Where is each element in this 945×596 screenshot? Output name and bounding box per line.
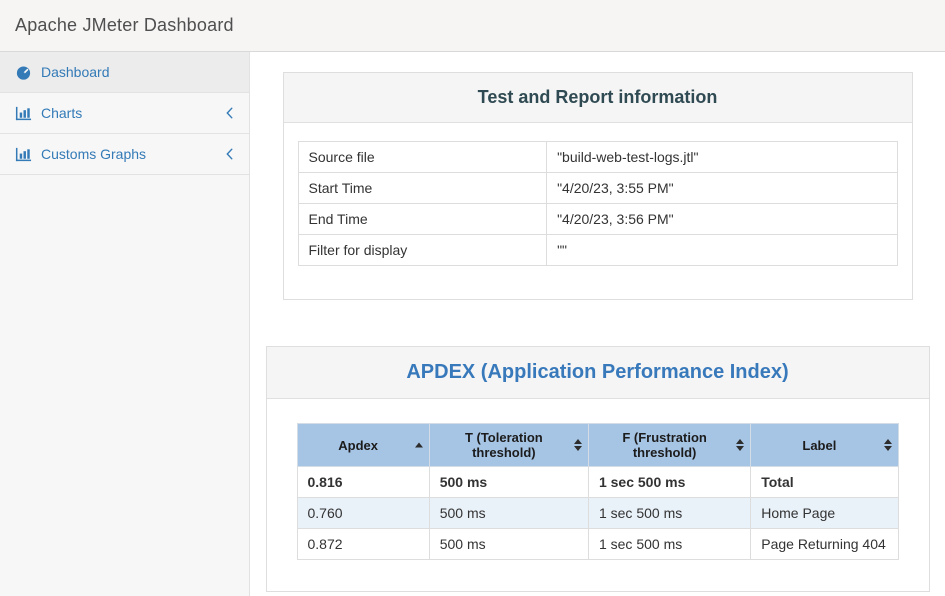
table-row: Filter for display "" <box>297 234 898 266</box>
info-row-value: "" <box>546 234 898 266</box>
apdex-table: Apdex T (Toleration threshold) F (Frustr… <box>296 423 899 560</box>
table-row: Start Time "4/20/23, 3:55 PM" <box>297 172 898 204</box>
table-row: Source file "build-web-test-logs.jtl" <box>297 141 898 173</box>
toleration-value: 500 ms <box>428 528 589 560</box>
info-row-label: Start Time <box>297 172 548 204</box>
toleration-value: 500 ms <box>428 497 589 529</box>
table-row: 0.872 500 ms 1 sec 500 ms Page Returning… <box>296 528 899 560</box>
topbar: Apache JMeter Dashboard <box>0 0 945 52</box>
panel-header: Test and Report information <box>283 73 912 123</box>
label-value: Page Returning 404 <box>750 528 899 560</box>
bar-chart-icon <box>15 105 35 122</box>
dashboard-gauge-icon <box>15 64 35 81</box>
info-row-label: Source file <box>297 141 548 173</box>
apdex-panel: APDEX (Application Performance Index) Ap… <box>265 346 930 592</box>
info-row-label: End Time <box>297 203 548 235</box>
sort-ascending-icon <box>414 442 423 448</box>
sidebar-item-dashboard[interactable]: Dashboard <box>0 52 249 93</box>
main-content: Test and Report information Source file … <box>250 52 945 596</box>
table-row: 0.816 500 ms 1 sec 500 ms Total <box>296 466 899 498</box>
chevron-left-icon <box>225 148 234 160</box>
table-row: End Time "4/20/23, 3:56 PM" <box>297 203 898 235</box>
frustration-value: 1 sec 500 ms <box>587 528 752 560</box>
panel-title: APDEX (Application Performance Index) <box>406 361 789 383</box>
info-row-value: "build-web-test-logs.jtl" <box>546 141 898 173</box>
apdex-value: 0.760 <box>296 497 430 529</box>
sidebar-item-charts[interactable]: Charts <box>0 93 249 134</box>
column-header-toleration[interactable]: T (Toleration threshold) <box>428 423 589 467</box>
column-header-frustration[interactable]: F (Frustration threshold) <box>587 423 752 467</box>
test-report-info-panel: Test and Report information Source file … <box>282 72 913 300</box>
sort-both-icon <box>736 439 745 451</box>
test-report-info-table: Source file "build-web-test-logs.jtl" St… <box>297 141 898 266</box>
info-row-value: "4/20/23, 3:56 PM" <box>546 203 898 235</box>
sidebar-item-label: Charts <box>41 105 83 121</box>
label-value: Total <box>750 466 899 498</box>
sort-both-icon <box>883 439 892 451</box>
panel-title: Test and Report information <box>477 87 718 107</box>
info-row-value: "4/20/23, 3:55 PM" <box>546 172 898 204</box>
apdex-value: 0.872 <box>296 528 430 560</box>
frustration-value: 1 sec 500 ms <box>587 497 752 529</box>
sidebar-item-label: Dashboard <box>41 64 110 80</box>
column-header-apdex[interactable]: Apdex <box>296 423 430 467</box>
table-row: 0.760 500 ms 1 sec 500 ms Home Page <box>296 497 899 529</box>
app-title: Apache JMeter Dashboard <box>15 15 234 35</box>
toleration-value: 500 ms <box>428 466 589 498</box>
panel-body: Source file "build-web-test-logs.jtl" St… <box>284 123 912 299</box>
sidebar: Dashboard Charts <box>0 52 250 596</box>
sidebar-item-customs-graphs[interactable]: Customs Graphs <box>0 134 249 175</box>
bar-chart-icon <box>15 146 35 163</box>
panel-body: Apdex T (Toleration threshold) F (Frustr… <box>267 399 929 591</box>
apdex-value: 0.816 <box>296 466 430 498</box>
sidebar-item-label: Customs Graphs <box>41 146 147 162</box>
chevron-left-icon <box>225 107 234 119</box>
frustration-value: 1 sec 500 ms <box>587 466 752 498</box>
sort-both-icon <box>573 439 582 451</box>
label-value: Home Page <box>750 497 899 529</box>
column-header-label[interactable]: Label <box>750 423 899 467</box>
info-row-label: Filter for display <box>297 234 548 266</box>
panel-header: APDEX (Application Performance Index) <box>266 347 929 399</box>
table-header-row: Apdex T (Toleration threshold) F (Frustr… <box>296 423 899 467</box>
